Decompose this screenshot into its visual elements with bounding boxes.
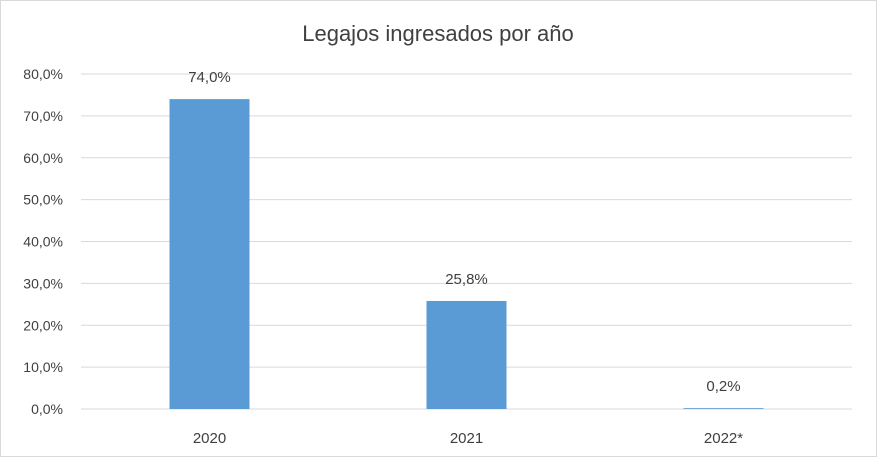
y-tick-label: 70,0% [23, 108, 63, 124]
bar [426, 300, 507, 409]
x-tick-label: 2020 [193, 430, 226, 447]
y-tick-label: 10,0% [23, 359, 63, 375]
data-label: 0,2% [706, 378, 740, 395]
data-label: 74,0% [188, 69, 231, 86]
y-tick-label: 30,0% [23, 275, 63, 291]
y-tick-label: 20,0% [23, 317, 63, 333]
x-axis-tick-labels: 2020 2021 2022* [193, 430, 743, 447]
y-tick-label: 80,0% [23, 66, 63, 82]
data-labels: 74,0% 25,8% 0,2% [188, 69, 740, 395]
data-label: 25,8% [445, 271, 488, 288]
y-tick-label: 0,0% [31, 401, 63, 417]
y-axis-tick-labels: 0,0% 10,0% 20,0% 30,0% 40,0% 50,0% 60,0% 70,0% 8… [23, 66, 63, 417]
y-tick-label: 60,0% [23, 150, 63, 166]
y-tick-label: 40,0% [23, 234, 63, 250]
bar [169, 99, 250, 409]
bars [169, 99, 764, 409]
chart-title: Legajos ingresados por año [302, 21, 574, 46]
bar [683, 408, 764, 409]
x-tick-label: 2022* [704, 430, 743, 447]
y-tick-label: 50,0% [23, 192, 63, 208]
x-tick-label: 2021 [450, 430, 483, 447]
